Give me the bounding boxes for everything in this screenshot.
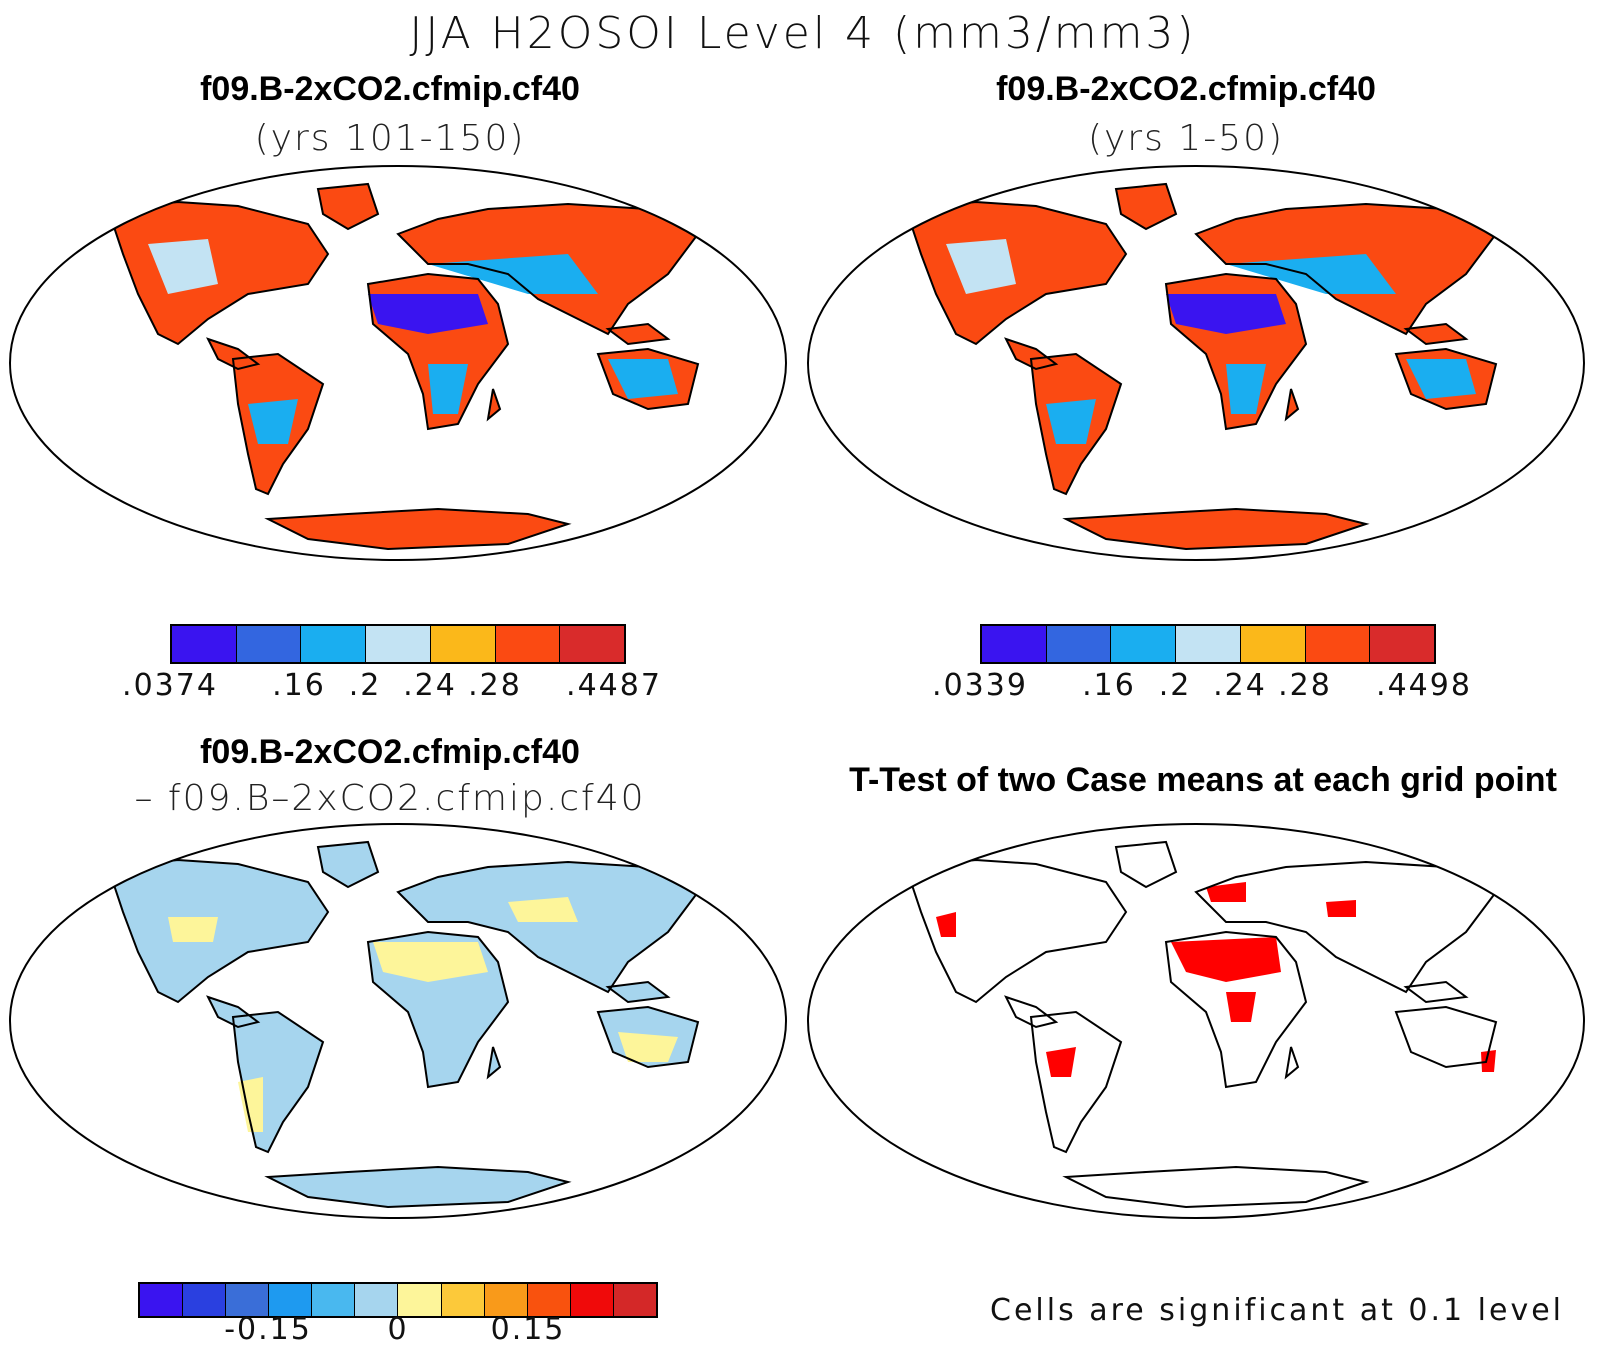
colorbar-swatch [355,1284,399,1316]
panel-subtitle-bottom-left: – f09.B–2xCO2.cfmip.cf40 [134,778,646,819]
colorbar-tick: .4498 [1376,668,1472,703]
panel-title-top-right: f09.B-2xCO2.cfmip.cf40 [996,70,1376,108]
panel-title-top-left: f09.B-2xCO2.cfmip.cf40 [200,70,580,108]
colorbar-swatch [484,1284,528,1316]
map-bottom-right [807,823,1585,1219]
map-bottom-left [9,823,787,1219]
colorbar-tick: -0.15 [224,1312,312,1347]
australia-significant-region [1481,1050,1496,1072]
panel-subtitle-top-right: (yrs 1-50) [1087,118,1285,159]
sahara-significant-region [1171,937,1281,982]
colorbar-swatch [613,1284,656,1316]
europe-significant-region [1206,882,1246,902]
asia-significant-region [1326,900,1356,917]
map-top-right [807,165,1585,561]
figure-title: JJA H2OSOI Level 4 (mm3/mm3) [409,8,1197,59]
colorbar-swatch [441,1284,485,1316]
colorbar-swatch [398,1284,442,1316]
sahara-dry-region [368,294,488,334]
colorbar-swatch [1370,626,1435,662]
panel-title-bottom-right: T-Test of two Case means at each grid po… [849,761,1557,799]
colorbar-tick: .28 [1278,668,1332,703]
colorbar-swatch [366,626,431,662]
colorbar-swatch [560,626,625,662]
colorbar-tick: 0 [387,1312,409,1347]
southafrica-mid-region [428,364,468,414]
colorbar-tick: .2 [348,668,382,703]
samerica-mid-region [1046,399,1096,444]
sahara-dry-region [1166,294,1286,334]
colorbar-swatch [1305,626,1371,662]
australia-mid-region [1406,359,1476,399]
colorbar-top-left [170,624,626,664]
australia-positive-region [618,1032,678,1062]
colorbar-tick: .0339 [932,668,1028,703]
colorbar-swatch [172,626,237,662]
colorbar-swatch [312,1284,356,1316]
colorbar-swatch [183,1284,227,1316]
colorbar-swatch [495,626,561,662]
namerica-pale-region [148,239,218,294]
colorbar-tick: .24 [403,668,457,703]
colorbar-tick: .28 [468,668,522,703]
namerica-pale-region [946,239,1016,294]
ttest-footnote: Cells are significant at 0.1 level [990,1293,1565,1328]
namerica-positive-region [168,917,218,942]
colorbar-swatch [1240,626,1306,662]
colorbar-top-right [980,624,1436,664]
colorbar-swatch [226,1284,270,1316]
asia-positive-region [508,897,578,922]
southafrica-mid-region [1226,364,1266,414]
africa-significant-region [1226,992,1256,1022]
samerica-mid-region [248,399,298,444]
namerica-significant-region [936,912,956,937]
colorbar-swatch [527,1284,571,1316]
colorbar-tick: .4487 [566,668,662,703]
colorbar-swatch [1111,626,1177,662]
colorbar-swatch [430,626,496,662]
colorbar-swatch [269,1284,313,1316]
colorbar-swatch [570,1284,614,1316]
sahara-positive-region [373,942,488,982]
colorbar-swatch [1176,626,1241,662]
colorbar-tick: .16 [1082,668,1136,703]
panel-title-bottom-left: f09.B-2xCO2.cfmip.cf40 [200,733,580,771]
colorbar-tick: .24 [1213,668,1267,703]
samerica-significant-region [1046,1047,1076,1077]
colorbar-swatch [1046,626,1112,662]
australia-mid-region [608,359,678,399]
colorbar-tick: 0.15 [490,1312,566,1347]
colorbar-swatch [301,626,367,662]
colorbar-tick: .0374 [122,668,218,703]
colorbar-swatch [140,1284,184,1316]
colorbar-tick: .16 [272,668,326,703]
colorbar-tick: .2 [1158,668,1192,703]
colorbar-swatch [236,626,302,662]
panel-subtitle-top-left: (yrs 101-150) [254,118,526,159]
colorbar-swatch [982,626,1047,662]
map-top-left [9,165,787,561]
colorbar-bottom-left [138,1282,658,1318]
